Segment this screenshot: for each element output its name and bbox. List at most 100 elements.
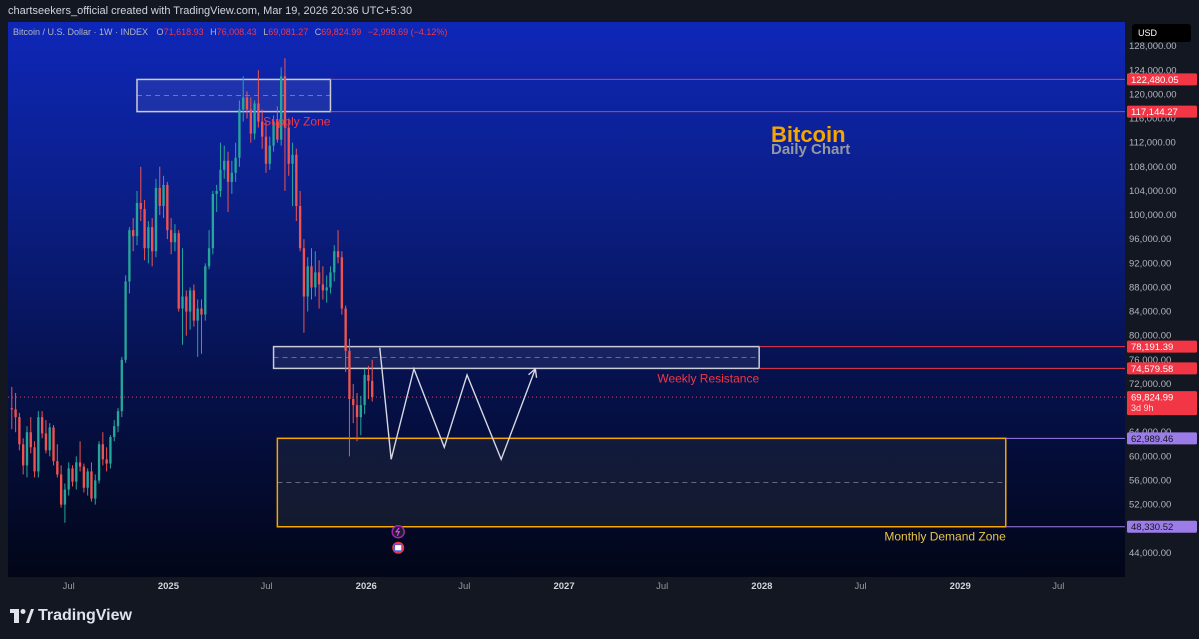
price-level-tag [1127,362,1197,375]
candle-body [139,202,142,210]
time-tick-label: 2027 [553,581,574,592]
candle-body [71,468,74,482]
candle-body [97,444,101,481]
price-tick-label: 104,000.00 [1129,186,1177,197]
candle-body [264,136,268,164]
candle-body [219,169,222,191]
candle-body [310,266,313,288]
time-tick-label: Jul [458,581,470,592]
candle-body [185,296,188,312]
candle-body [78,462,82,467]
candle-body [147,227,150,249]
candle-body [325,287,328,291]
supply-zone-box [136,78,332,113]
candle-body [90,471,93,499]
price-axis-canvas[interactable]: 44,000.0048,000.0052,000.0056,000.0060,0… [1125,22,1199,577]
candle-body [158,187,161,206]
candle-body [150,227,154,252]
candle-body [298,205,302,249]
candle-body [314,272,317,288]
candle-body [245,97,249,110]
candle-body [101,444,105,460]
price-tick-label: 92,000.00 [1129,258,1171,269]
candle-body [21,444,25,466]
candle-body [52,427,55,462]
chart-canvas[interactable]: Supply Zone Weekly Resistance Monthly Dema… [8,22,1125,577]
price-tick-label: 120,000.00 [1129,89,1177,100]
price-level-tag-label: 122,480.05 [1131,75,1179,86]
candle-body [196,308,199,321]
candle-body [333,251,336,273]
candle-body [340,257,344,309]
candle-body [128,230,131,282]
price-tick-label: 72,000.00 [1129,379,1171,390]
countdown-label: 3d 9h [1131,403,1154,413]
candle-body [44,433,48,451]
candle-body [367,374,370,381]
attribution-text: chartseekers_official created with Tradi… [8,5,413,17]
candle-body [336,251,340,258]
candle-body [287,127,290,164]
candle-body [109,437,112,464]
candle-body [352,399,355,406]
candle-body [82,466,86,488]
candle-body [63,489,67,505]
candle-body [18,417,21,445]
candle-body [40,417,44,434]
candle-body [268,145,271,164]
price-tick-label: 84,000.00 [1129,307,1171,318]
time-axis-canvas[interactable]: Jul 2025 Jul 2026 Jul 2027 Jul 2028 Jul 2029 Jul [8,577,1125,595]
price-tick-label: 88,000.00 [1129,282,1171,293]
legend-change: −2,998.69 (−4.12%) [367,27,448,37]
ohlc-legend: Bitcoin / U.S. Dollar · 1W · INDEX O71,6… [13,27,447,37]
candle-body [181,296,184,309]
currency-button[interactable]: USD [1132,24,1191,42]
candle-body [291,154,294,164]
price-tick-label: 100,000.00 [1129,210,1177,221]
tradingview-brand: TradingView [38,607,132,624]
candle-body [207,248,211,267]
candle-body [169,230,173,243]
tradingview-logo[interactable]: TradingView [10,607,132,625]
candle-body [283,76,287,128]
candle-body [230,172,234,182]
chart-title-bitcoin: Bitcoin [771,122,846,147]
candle-body [120,359,123,412]
candle-body [253,103,256,134]
candle-body [105,459,108,464]
price-chart[interactable]: Supply Zone Weekly Resistance Monthly Dema… [8,22,1125,577]
candle-body [261,121,264,137]
price-tick-label: 56,000.00 [1129,475,1171,486]
flash-icon [395,527,401,537]
candle-body [188,290,192,312]
legend-open-label: O [156,27,164,37]
time-axis[interactable]: Jul 2025 Jul 2026 Jul 2027 Jul 2028 Jul 2029 Jul [8,577,1125,595]
flag-icon [394,544,403,552]
candle-body [223,160,226,170]
legend-high-label: H [210,27,217,37]
candle-body [242,97,245,110]
weekly-resistance-label: Weekly Resistance [657,371,759,385]
weekly-resistance-box [272,345,760,370]
candle-body [33,447,36,472]
candle-body [211,193,215,249]
legend-close-label: C [314,27,322,37]
candle-body [317,272,321,285]
candle-body [75,462,78,482]
candle-body [37,417,40,472]
candle-body [295,154,298,206]
candle-body [132,230,135,237]
time-tick-label: Jul [260,581,272,592]
candle-body [177,233,180,309]
candle-body [173,233,177,243]
candle-body [226,160,230,182]
candle-body [143,209,146,249]
price-level-tag-label: 62,989.46 [1131,434,1173,445]
price-level-tag [1127,391,1197,416]
price-level-tag-label: 48,330.52 [1131,522,1173,533]
candle-body [279,76,283,140]
price-axis[interactable]: 44,000.0048,000.0052,000.0056,000.0060,0… [1125,22,1199,577]
candle-body [306,266,309,297]
price-level-tag [1127,520,1197,533]
candle-body [363,374,366,406]
